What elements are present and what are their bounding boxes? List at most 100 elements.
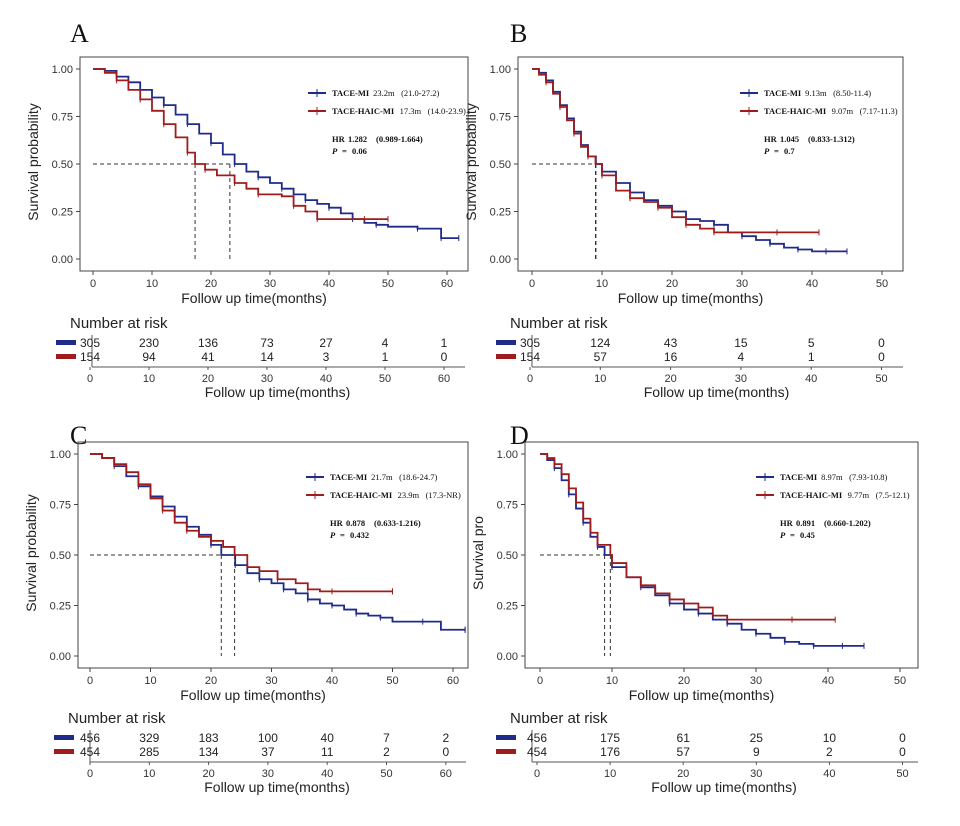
x-tick-label: 20 xyxy=(678,675,690,687)
y-tick-label: 1.00 xyxy=(52,64,73,76)
legend-median: 8.97m xyxy=(821,472,843,482)
p-equals: = xyxy=(774,146,779,156)
survival-curve-tace-mi xyxy=(540,453,864,647)
risk-tick-label: 0 xyxy=(87,768,93,780)
legend-name: TACE-HAIC-MI xyxy=(330,490,393,500)
x-tick-label: 40 xyxy=(806,278,818,290)
risk-count: 305 xyxy=(80,336,100,350)
risk-x-axis-label: Follow up time(months) xyxy=(205,384,351,400)
risk-table-title: Number at risk xyxy=(510,710,608,727)
x-tick-label: 50 xyxy=(894,675,906,687)
risk-row-swatch xyxy=(496,749,516,754)
y-tick-label: 0.75 xyxy=(490,112,511,124)
x-tick-label: 10 xyxy=(596,278,608,290)
hr-label: HR xyxy=(780,518,794,528)
hr-value: 0.878 xyxy=(346,518,365,528)
legend-median: 23.9m xyxy=(398,490,420,500)
p-value: 0.432 xyxy=(350,530,369,540)
risk-tick-label: 10 xyxy=(143,373,155,385)
risk-count: 57 xyxy=(677,745,691,759)
panel-letter: A xyxy=(70,19,89,48)
risk-count: 154 xyxy=(80,350,100,364)
risk-count: 0 xyxy=(899,745,906,759)
risk-count: 15 xyxy=(734,336,748,350)
x-tick-label: 10 xyxy=(146,278,158,290)
risk-count: 124 xyxy=(590,336,610,350)
y-tick-label: 0.75 xyxy=(52,112,73,124)
risk-row-swatch xyxy=(496,340,516,345)
x-tick-label: 50 xyxy=(382,278,394,290)
p-value: 0.45 xyxy=(800,530,815,540)
p-label: P xyxy=(780,530,786,540)
legend-name: TACE-HAIC-MI xyxy=(764,106,827,116)
panel-C: C0.000.250.500.751.000 10 20 30 40 50 60Follow… xyxy=(23,421,469,795)
risk-count: 100 xyxy=(258,731,278,745)
hr-label: HR xyxy=(764,134,778,144)
risk-count: 175 xyxy=(600,731,620,745)
risk-tick-label: 40 xyxy=(823,768,835,780)
hr-label: HR xyxy=(330,518,344,528)
risk-tick-label: 10 xyxy=(143,768,155,780)
risk-tick-label: 30 xyxy=(750,768,762,780)
y-tick-label: 1.00 xyxy=(497,449,518,461)
y-axis-label: Survival probability xyxy=(23,494,39,612)
y-tick-label: 0.25 xyxy=(52,207,73,219)
legend-name: TACE-HAIC-MI xyxy=(332,106,395,116)
p-equals: = xyxy=(340,530,345,540)
risk-count: 2 xyxy=(383,745,390,759)
x-axis-label: Follow up time(months) xyxy=(180,687,326,703)
p-value: 0.7 xyxy=(784,146,795,156)
risk-count: 73 xyxy=(260,336,274,350)
hr-label: HR xyxy=(332,134,346,144)
legend-ci: (21.0-27.2) xyxy=(401,88,439,98)
risk-count: 454 xyxy=(527,745,547,759)
risk-count: 25 xyxy=(750,731,764,745)
risk-tick-label: 50 xyxy=(379,373,391,385)
risk-count: 0 xyxy=(878,336,885,350)
x-tick-label: 50 xyxy=(386,675,398,687)
risk-table-title: Number at risk xyxy=(510,315,608,332)
y-axis-label: Survival probability xyxy=(463,103,479,221)
x-tick-label: 20 xyxy=(205,675,217,687)
risk-count: 37 xyxy=(261,745,275,759)
risk-count: 176 xyxy=(600,745,620,759)
risk-row-swatch xyxy=(496,354,516,359)
survival-curve-tace-haic-mi xyxy=(540,453,836,621)
risk-tick-label: 30 xyxy=(735,373,747,385)
risk-count: 61 xyxy=(677,731,691,745)
risk-table-title: Number at risk xyxy=(70,315,168,332)
panel-letter: C xyxy=(70,421,87,450)
p-value: 0.06 xyxy=(352,146,367,156)
legend-median: 9.13m xyxy=(805,88,827,98)
risk-tick-label: 0 xyxy=(527,373,533,385)
risk-count: 154 xyxy=(520,350,540,364)
hr-ci: (0.989-1.664) xyxy=(376,134,423,144)
x-tick-label: 10 xyxy=(144,675,156,687)
risk-count: 134 xyxy=(199,745,219,759)
panel-A: A0.000.250.500.751.000 10 20 30 40 50 60Follow… xyxy=(25,19,469,400)
risk-tick-label: 30 xyxy=(261,373,273,385)
legend-ci: (18.6-24.7) xyxy=(399,472,437,482)
legend-ci: (7.17-11.3) xyxy=(860,106,898,116)
risk-count: 285 xyxy=(139,745,159,759)
x-tick-label: 20 xyxy=(205,278,217,290)
x-tick-label: 40 xyxy=(326,675,338,687)
risk-count: 57 xyxy=(594,350,608,364)
risk-count: 40 xyxy=(321,731,335,745)
risk-tick-label: 50 xyxy=(875,373,887,385)
risk-tick-label: 10 xyxy=(604,768,616,780)
legend-name: TACE-MI xyxy=(764,88,802,98)
y-axis-label: Survival probability xyxy=(25,103,41,221)
risk-count: 456 xyxy=(80,731,100,745)
panel-letter: B xyxy=(510,19,527,48)
p-equals: = xyxy=(790,530,795,540)
y-tick-label: 0.50 xyxy=(497,550,518,562)
risk-count: 5 xyxy=(808,336,815,350)
risk-count: 183 xyxy=(199,731,219,745)
legend-ci: (14.0-23.9) xyxy=(428,106,466,116)
risk-row-swatch xyxy=(496,735,516,740)
y-tick-label: 0.00 xyxy=(490,254,511,266)
risk-tick-label: 20 xyxy=(202,768,214,780)
risk-count: 454 xyxy=(80,745,100,759)
x-tick-label: 20 xyxy=(666,278,678,290)
